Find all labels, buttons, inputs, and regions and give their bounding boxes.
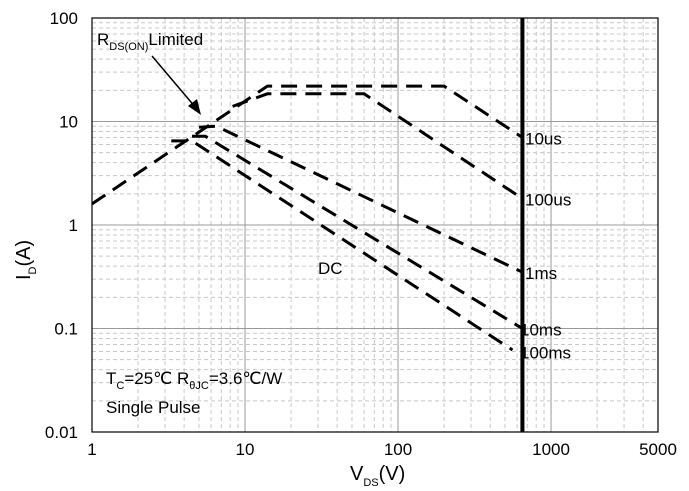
series-label-100us: 100us (525, 191, 571, 210)
x-tick-label: 1 (87, 440, 96, 459)
y-axis-title: ID(A) (13, 240, 39, 280)
series-labels: 10us 100us 1ms 10ms 100ms (520, 130, 571, 363)
series-label-100ms: 100ms (520, 343, 571, 362)
series-label-10us: 10us (525, 130, 562, 149)
curves (91, 84, 524, 352)
rds-on-arrow (151, 55, 197, 109)
curve-100us (232, 92, 524, 200)
curve-1ms (198, 124, 524, 274)
y-tick-label: 10 (59, 113, 78, 132)
series-label-10ms: 10ms (520, 321, 562, 340)
dc-label: DC (318, 259, 343, 278)
x-tick-labels: 1 10 100 1000 5000 (87, 440, 677, 459)
y-tick-label: 0.1 (54, 320, 78, 339)
curve-10us (91, 84, 524, 206)
conditions-line1: TC=25℃ RθJC=3.6℃/W (106, 369, 282, 392)
y-tick-label: 0.01 (45, 423, 78, 442)
curve-100ms (171, 139, 514, 352)
y-tick-label: 1 (69, 216, 78, 235)
x-axis-title: VDS(V) (350, 463, 405, 489)
x-tick-label: 100 (384, 440, 412, 459)
y-tick-label: 100 (50, 9, 78, 28)
curve-10ms (192, 134, 524, 330)
x-tick-label: 10 (236, 440, 255, 459)
conditions-line2: Single Pulse (106, 398, 201, 417)
series-label-1ms: 1ms (525, 264, 557, 283)
rds-on-label: RDS(ON)Limited (97, 30, 203, 53)
rds-on-arrowhead (188, 99, 201, 115)
y-tick-labels: 100 10 1 0.1 0.01 (45, 9, 78, 442)
x-tick-label: 1000 (532, 440, 570, 459)
plot-frame (91, 17, 659, 433)
x-tick-label: 5000 (639, 440, 677, 459)
